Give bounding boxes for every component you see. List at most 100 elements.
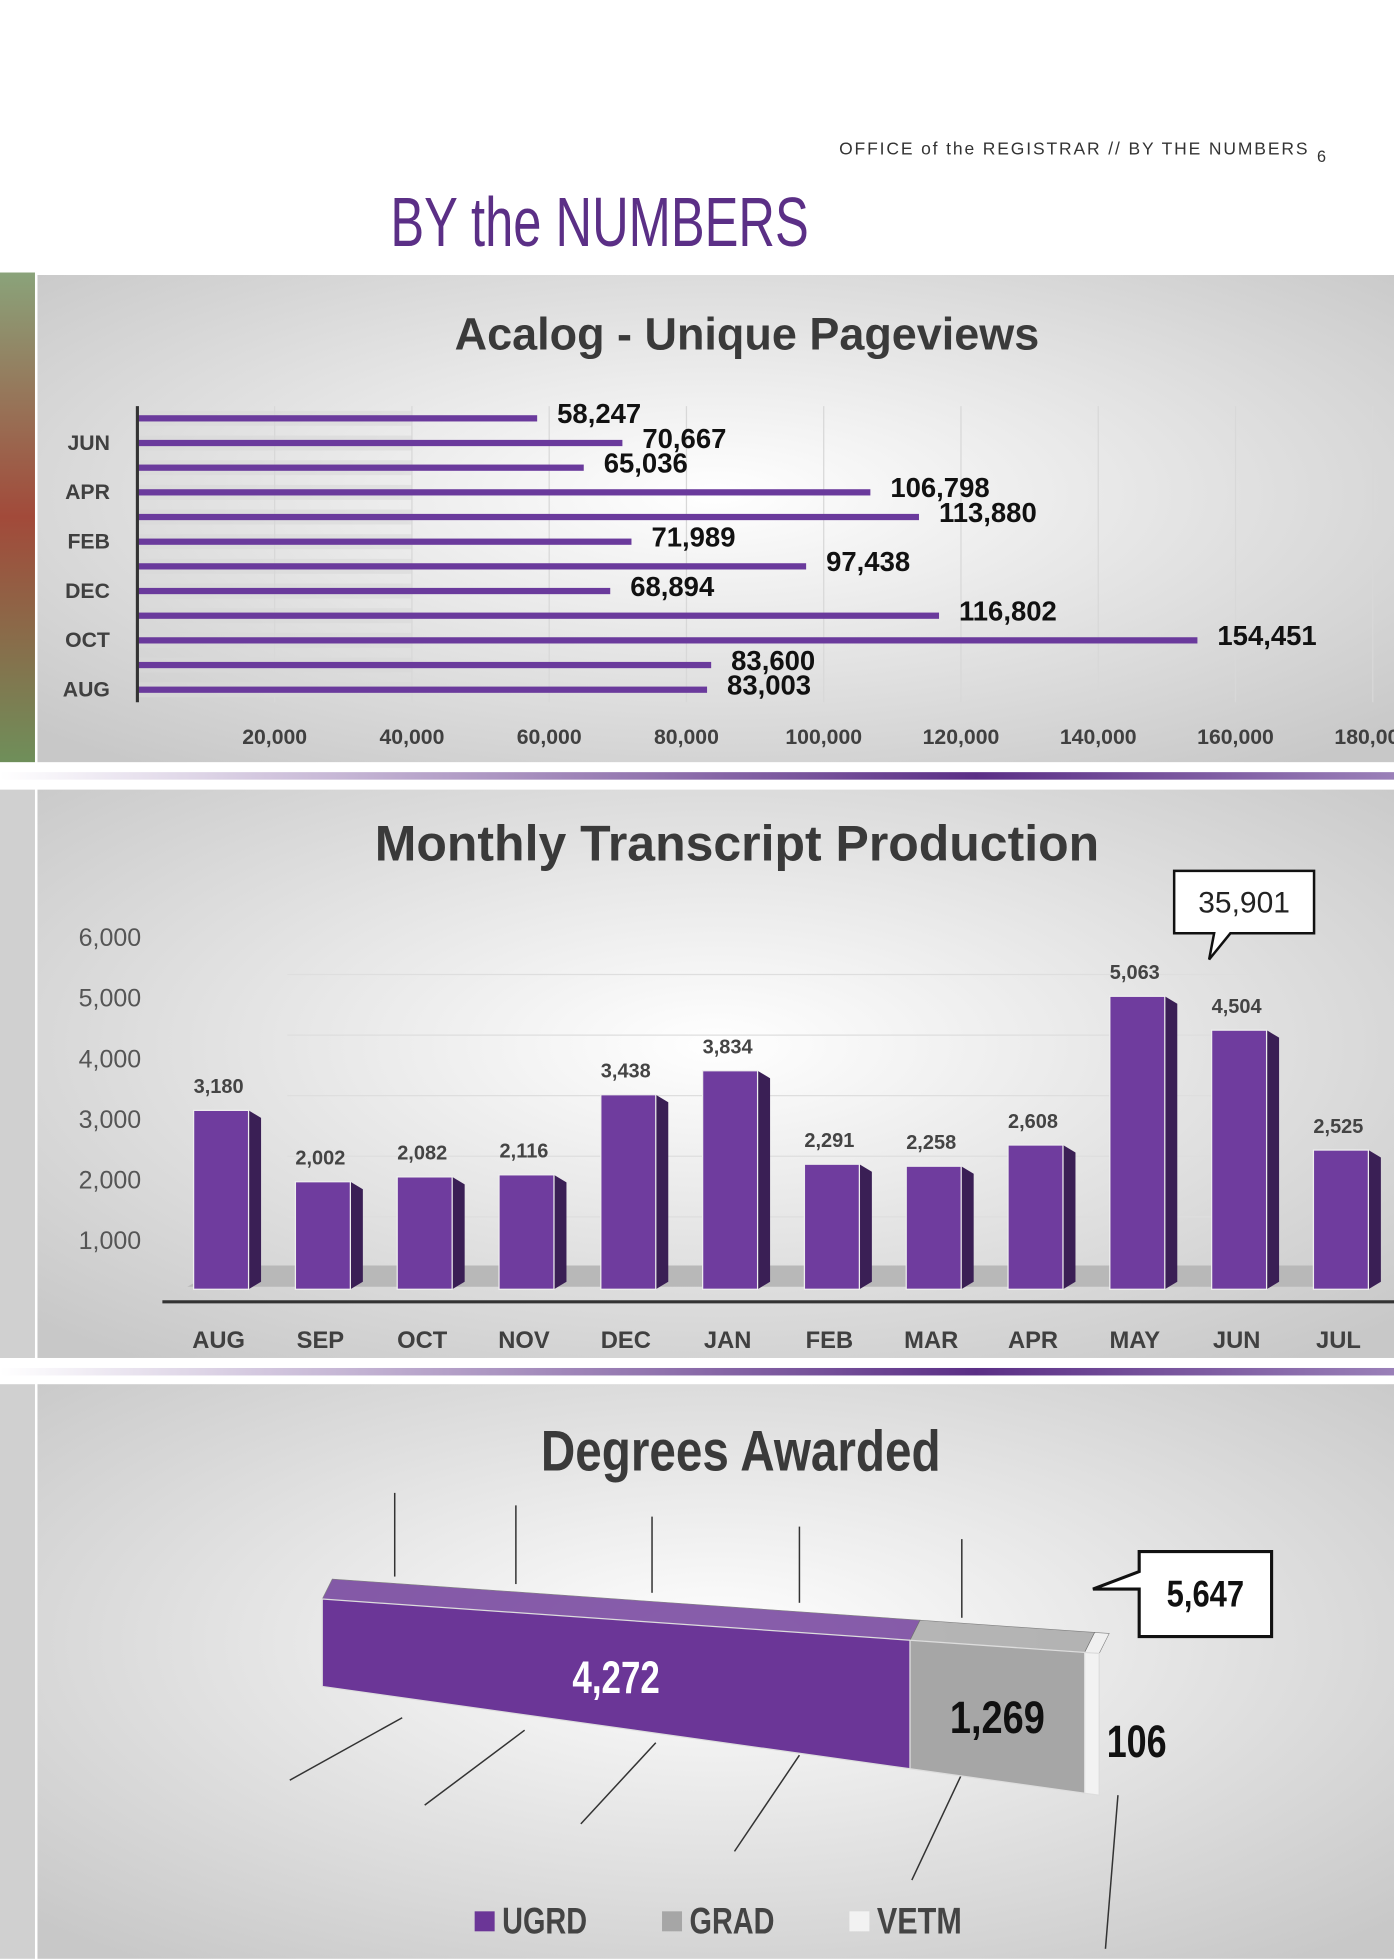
x-tick-label: MAR xyxy=(904,1328,958,1354)
bar-side xyxy=(1368,1150,1381,1290)
divider xyxy=(0,1367,1394,1376)
bar-side xyxy=(655,1094,669,1290)
value-label: 113,880 xyxy=(939,497,1037,528)
x-tick-label: APR xyxy=(1008,1328,1058,1354)
x-tick-label: 100,000 xyxy=(785,726,862,749)
annotation: 5,647 xyxy=(1167,1572,1244,1614)
y-tick-label: APR xyxy=(65,481,110,504)
bar xyxy=(137,489,871,496)
x-tick-label: 180,000 xyxy=(1334,726,1394,749)
x-tick-label: 60,000 xyxy=(517,726,582,749)
bar xyxy=(137,563,807,570)
legend-swatch xyxy=(474,1911,495,1932)
value-label: 106,798 xyxy=(890,472,989,503)
x-tick-label: FEB xyxy=(806,1328,853,1354)
x-tick-label: 160,000 xyxy=(1197,726,1274,749)
x-tick-label: 80,000 xyxy=(654,726,719,749)
value-label: 3,180 xyxy=(194,1076,244,1098)
bar-side xyxy=(1164,996,1178,1290)
y-tick-label: DEC xyxy=(65,580,110,603)
x-tick-label: JUL xyxy=(1316,1328,1361,1354)
x-tick-label: 20,000 xyxy=(242,726,307,749)
bar xyxy=(137,415,538,422)
x-tick-label: JAN xyxy=(704,1328,751,1354)
bar-side xyxy=(350,1181,363,1290)
callout xyxy=(1092,1550,1274,1639)
value-label: 2,116 xyxy=(500,1141,549,1163)
divider xyxy=(0,772,1394,780)
value-label: 5,063 xyxy=(1110,962,1160,984)
value-label: 97,438 xyxy=(826,546,910,577)
value-label: 4,504 xyxy=(1212,996,1262,1018)
y-tick-label: 4,000 xyxy=(79,1045,141,1073)
value-label: 3,438 xyxy=(601,1061,651,1083)
value-label: 70,667 xyxy=(642,423,726,454)
bar xyxy=(137,587,611,595)
bar xyxy=(137,439,623,447)
floor xyxy=(187,1265,1365,1287)
x-tick-label: JUN xyxy=(1213,1328,1260,1354)
value-label: 154,451 xyxy=(1217,620,1316,651)
legend-label: GRAD xyxy=(690,1900,775,1942)
y-tick-label: AUG xyxy=(63,679,110,702)
x-tick-label: OCT xyxy=(397,1328,448,1354)
legend-label: VETM xyxy=(877,1900,962,1942)
value-label: 2,525 xyxy=(1313,1116,1363,1138)
guide-lines xyxy=(289,1492,1119,1949)
bar xyxy=(1211,1029,1268,1290)
y-tick-label: 3,000 xyxy=(79,1106,141,1134)
x-tick-label: 140,000 xyxy=(1060,726,1137,749)
bar-side xyxy=(859,1164,872,1290)
value-label: 2,291 xyxy=(804,1130,854,1152)
bar xyxy=(600,1094,657,1290)
value-label: 65,036 xyxy=(604,447,688,478)
x-tick-label: 120,000 xyxy=(923,726,1000,749)
header-text: OFFICE of the REGISTRAR // BY THE NUMBER… xyxy=(839,139,1309,159)
callout xyxy=(1172,869,1316,961)
chart-title: Degrees Awarded xyxy=(541,1420,941,1484)
value-label: 2,082 xyxy=(397,1143,447,1165)
legend-swatch xyxy=(662,1911,683,1932)
bar xyxy=(701,1070,759,1290)
bar xyxy=(1109,995,1166,1290)
x-tick-label: MAY xyxy=(1110,1328,1161,1354)
y-tick-label: JUN xyxy=(67,432,109,455)
bar-side xyxy=(757,1070,771,1290)
value-label: 83,600 xyxy=(731,645,815,676)
bar xyxy=(396,1176,453,1290)
value-label: 68,894 xyxy=(630,571,715,602)
bar xyxy=(137,661,712,669)
y-tick-label: 6,000 xyxy=(79,924,141,952)
bar-side xyxy=(248,1110,262,1290)
y-tick-label: 1,000 xyxy=(79,1227,141,1255)
x-tick-label: NOV xyxy=(498,1328,550,1354)
side-strip xyxy=(0,1384,35,1959)
bar-segment xyxy=(1084,1651,1100,1796)
side-photo xyxy=(0,272,35,763)
y-tick-label: 5,000 xyxy=(79,985,141,1013)
y-tick-label: OCT xyxy=(65,629,110,652)
bar xyxy=(137,686,708,693)
value-label: 71,989 xyxy=(651,521,735,552)
bar xyxy=(905,1165,962,1290)
bar xyxy=(294,1181,351,1290)
page-title: BY the NUMBERS xyxy=(390,183,808,261)
bar xyxy=(137,637,1198,644)
bar xyxy=(1312,1149,1370,1290)
value-label: 4,272 xyxy=(572,1652,659,1703)
bar xyxy=(498,1174,555,1290)
bar xyxy=(137,513,919,521)
bar xyxy=(137,538,632,545)
bar xyxy=(803,1163,861,1290)
value-label: 106 xyxy=(1107,1716,1167,1767)
x-tick-label: SEP xyxy=(297,1328,345,1354)
bar-side xyxy=(553,1174,567,1290)
legend-label: UGRD xyxy=(502,1900,587,1942)
page-number: 6 xyxy=(1317,148,1326,166)
chart-title: Monthly Transcript Production xyxy=(375,815,1099,871)
bar xyxy=(1007,1144,1064,1290)
bar-side xyxy=(452,1176,465,1290)
